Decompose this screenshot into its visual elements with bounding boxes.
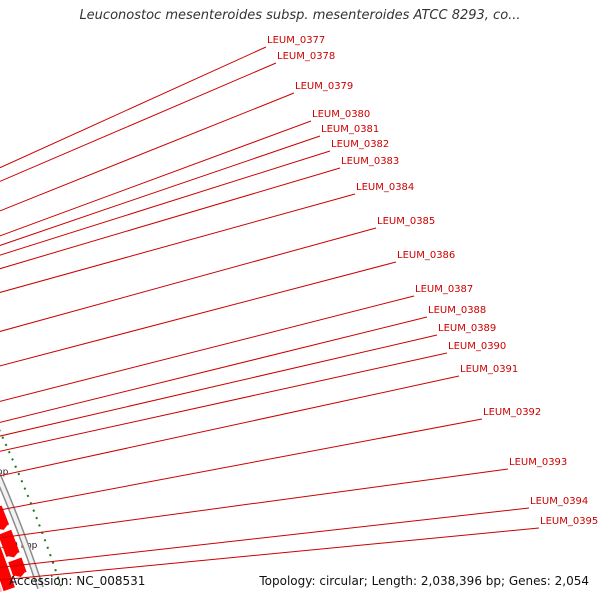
gene-label: LEUM_0390 [448, 341, 506, 352]
minor-tick [1, 436, 5, 440]
minor-tick [11, 458, 14, 461]
gene-label: LEUM_0387 [415, 284, 473, 295]
gene-leader-line [0, 227, 377, 332]
cog-block [0, 582, 3, 593]
minor-tick [17, 472, 21, 476]
kbp-label: 345 kbp [0, 468, 9, 478]
gene-leader-line [0, 167, 341, 270]
gene-label: LEUM_0388 [428, 305, 486, 316]
gene-label: LEUM_0377 [267, 35, 325, 46]
genome-summary: Topology: circular; Length: 2,038,396 bp… [259, 574, 589, 588]
minor-tick [54, 568, 57, 572]
gene-leader-line [0, 46, 267, 169]
minor-tick [43, 538, 47, 542]
minor-tick [49, 553, 52, 557]
gene-labels: LEUM_0377 LEUM_0378 LEUM_0379 LEUM_0380 LEUM… [0, 35, 598, 581]
cds-arrow [0, 505, 10, 530]
gene-label: LEUM_0380 [312, 109, 370, 120]
gene-leader-line [0, 375, 460, 477]
gene-leader-line [0, 527, 540, 581]
minor-tick [7, 450, 11, 454]
gene-label: LEUM_0395 [540, 516, 598, 527]
minor-tick [14, 465, 17, 469]
minor-tick [56, 576, 60, 579]
minor-tick [51, 561, 55, 564]
gene-leader-line [0, 334, 438, 437]
minor-tick [23, 487, 27, 490]
gene-label: LEUM_0384 [356, 182, 414, 193]
gene-label: LEUM_0394 [530, 496, 588, 507]
cds-arrow [8, 557, 27, 577]
gene-label: LEUM_0381 [321, 124, 379, 135]
gene-label: LEUM_0386 [397, 250, 455, 261]
backbone [0, 472, 44, 590]
gene-label: LEUM_0389 [438, 323, 496, 334]
gene-label: LEUM_0378 [277, 51, 335, 62]
gene-leader-line [0, 507, 530, 568]
minor-tick [26, 494, 30, 498]
gene-label: LEUM_0379 [295, 81, 353, 92]
gene-label: LEUM_0385 [377, 216, 435, 227]
minor-tick [35, 516, 38, 520]
minor-tick [46, 546, 50, 550]
kbp-label: 350 kbp [1, 541, 38, 551]
minor-tick [59, 583, 62, 587]
gene-leader-line [0, 261, 397, 367]
gene-leader-line [0, 135, 321, 246]
cds-arrow [0, 529, 20, 558]
map-title: Leuconostoc mesenteroides subsp. mesente… [79, 8, 521, 23]
gene-leader-line [0, 352, 448, 452]
gene-leader-line [0, 295, 415, 402]
accession-text: Accession: NC_008531 [9, 574, 146, 588]
minor-tick [20, 479, 24, 483]
gene-leader-line [0, 468, 509, 539]
gene-leader-line [0, 418, 483, 511]
minor-tick [38, 524, 41, 527]
scale-ticks: 325 kbp330 kbp335 kbp340 kbp345 kbp350 k… [0, 429, 62, 587]
gene-label: LEUM_0383 [341, 156, 399, 167]
gene-leader-line [0, 316, 428, 423]
minor-tick [4, 443, 8, 447]
gene-leader-line [0, 150, 331, 256]
gene-label: LEUM_0392 [483, 407, 541, 418]
backbone-ring-inner [0, 475, 43, 589]
gene-leader-line [0, 193, 356, 293]
minor-tick [32, 509, 36, 512]
gene-leader-line [0, 62, 277, 182]
gene-label: LEUM_0382 [331, 139, 389, 150]
gene-leader-line [0, 120, 312, 237]
minor-tick [40, 531, 44, 535]
gene-label: LEUM_0393 [509, 457, 567, 468]
gene-leader-line [0, 92, 295, 212]
gene-label: LEUM_0391 [460, 364, 518, 375]
minor-tick [29, 501, 33, 505]
